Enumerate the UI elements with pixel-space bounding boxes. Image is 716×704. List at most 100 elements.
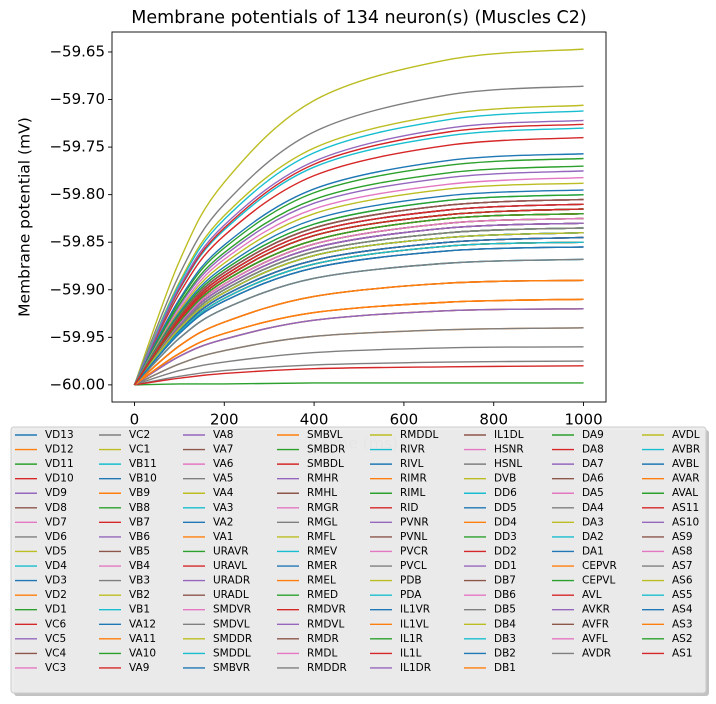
legend-label: VD9 (45, 487, 67, 499)
y-tick-label: −59.75 (49, 138, 105, 156)
legend-label: IL1VR (400, 604, 430, 616)
series-line (134, 327, 584, 386)
legend-label: CEPVR (582, 560, 617, 572)
legend-label: URADL (213, 589, 249, 601)
y-axis-label: Membrane potential (mV) (16, 117, 34, 317)
legend-label: VB11 (129, 458, 157, 470)
series-line (133, 157, 584, 386)
legend-label: RMHR (307, 473, 339, 485)
legend-label: AS8 (672, 545, 693, 557)
legend-label: VD8 (45, 502, 67, 514)
legend-label: VD3 (45, 575, 67, 587)
x-tick-label: 400 (300, 411, 329, 429)
legend-label: DD2 (494, 545, 517, 557)
series-line (133, 170, 584, 386)
legend-label: VC1 (129, 444, 150, 456)
legend-label: DA2 (582, 531, 604, 543)
legend-label: VD10 (45, 473, 74, 485)
y-tick-label: −59.80 (49, 185, 105, 203)
legend-label: VC6 (45, 618, 67, 630)
series-line (134, 298, 584, 386)
series-line (133, 208, 584, 386)
legend-label: RMDL (307, 647, 337, 659)
legend-label: DA1 (582, 545, 604, 557)
series-line (133, 227, 584, 386)
legend-label: RMED (307, 589, 338, 601)
legend-label: DVB (494, 473, 516, 485)
legend-label: SMDDR (213, 633, 252, 645)
legend-label: VD2 (45, 589, 67, 601)
legend-label: AS6 (672, 575, 693, 587)
legend-label: AS11 (672, 502, 699, 514)
legend-label: DB7 (494, 575, 516, 587)
legend-label: VA5 (213, 473, 233, 485)
legend-label: DD5 (494, 502, 517, 514)
legend-label: AS10 (672, 516, 699, 528)
legend-label: VB7 (129, 516, 150, 528)
series-line (134, 346, 584, 386)
series-line (133, 165, 584, 386)
y-tick-label: −59.65 (49, 42, 105, 60)
legend-label: VA10 (129, 647, 156, 659)
x-tick-label: 0 (130, 411, 140, 429)
legend-label: RIMR (400, 473, 427, 485)
legend-label: DD4 (494, 516, 517, 528)
legend-label: VA4 (213, 487, 234, 499)
series-line (133, 222, 584, 386)
series-line (133, 119, 584, 386)
legend-label: RMDDL (400, 429, 439, 441)
legend-label: AVAL (672, 487, 698, 499)
legend-label: VA12 (129, 618, 156, 630)
legend-label: DD3 (494, 531, 517, 543)
legend-label: VC4 (45, 647, 67, 659)
legend-label: VD4 (45, 560, 67, 572)
legend-label: VA6 (213, 458, 234, 470)
series-line (133, 258, 584, 386)
legend-label: AS7 (672, 560, 693, 572)
legend-label: VA7 (213, 444, 233, 456)
legend-label: SMBDL (307, 458, 344, 470)
legend-label: RMDVR (307, 604, 346, 616)
series-line (133, 193, 584, 386)
legend-label: RIVR (400, 444, 425, 456)
legend-label: VC2 (129, 429, 150, 441)
series-line (133, 110, 584, 386)
legend-label: SMBDR (307, 444, 345, 456)
legend-label: DA8 (582, 444, 604, 456)
legend-label: HSNL (494, 458, 522, 470)
legend-label: RMFL (307, 531, 335, 543)
series-line (134, 308, 584, 386)
legend-label: VA1 (213, 531, 233, 543)
legend-label: AVAR (672, 473, 700, 485)
legend-label: DA6 (582, 473, 604, 485)
legend-label: AS4 (672, 604, 693, 616)
legend-label: RMGL (307, 516, 337, 528)
series-line (133, 246, 584, 386)
legend-label: RMHL (307, 487, 337, 499)
legend-label: SMDVR (213, 604, 251, 616)
legend-label: VB5 (129, 545, 150, 557)
legend-label: DA3 (582, 516, 604, 528)
legend-label: VA2 (213, 516, 233, 528)
series-line (133, 176, 584, 386)
legend-label: RMDVL (307, 618, 344, 630)
legend-label: VA3 (213, 502, 233, 514)
legend-label: DA9 (582, 429, 604, 441)
legend-label: PDA (400, 589, 422, 601)
legend-label: VD7 (45, 516, 67, 528)
x-tick-label: 600 (390, 411, 419, 429)
legend-label: RMEV (307, 545, 338, 557)
legend-label: URAVL (213, 560, 247, 572)
legend-label: AVFL (582, 633, 608, 645)
legend-label: SMDVL (213, 618, 250, 630)
legend-label: AS3 (672, 618, 693, 630)
legend-label: AS5 (672, 589, 693, 601)
legend-label: AS1 (672, 647, 693, 659)
series-line (133, 182, 584, 386)
legend-label: RMEL (307, 575, 336, 587)
series-line (133, 48, 584, 386)
x-tick-label: 200 (210, 411, 239, 429)
legend-label: URADR (213, 575, 250, 587)
